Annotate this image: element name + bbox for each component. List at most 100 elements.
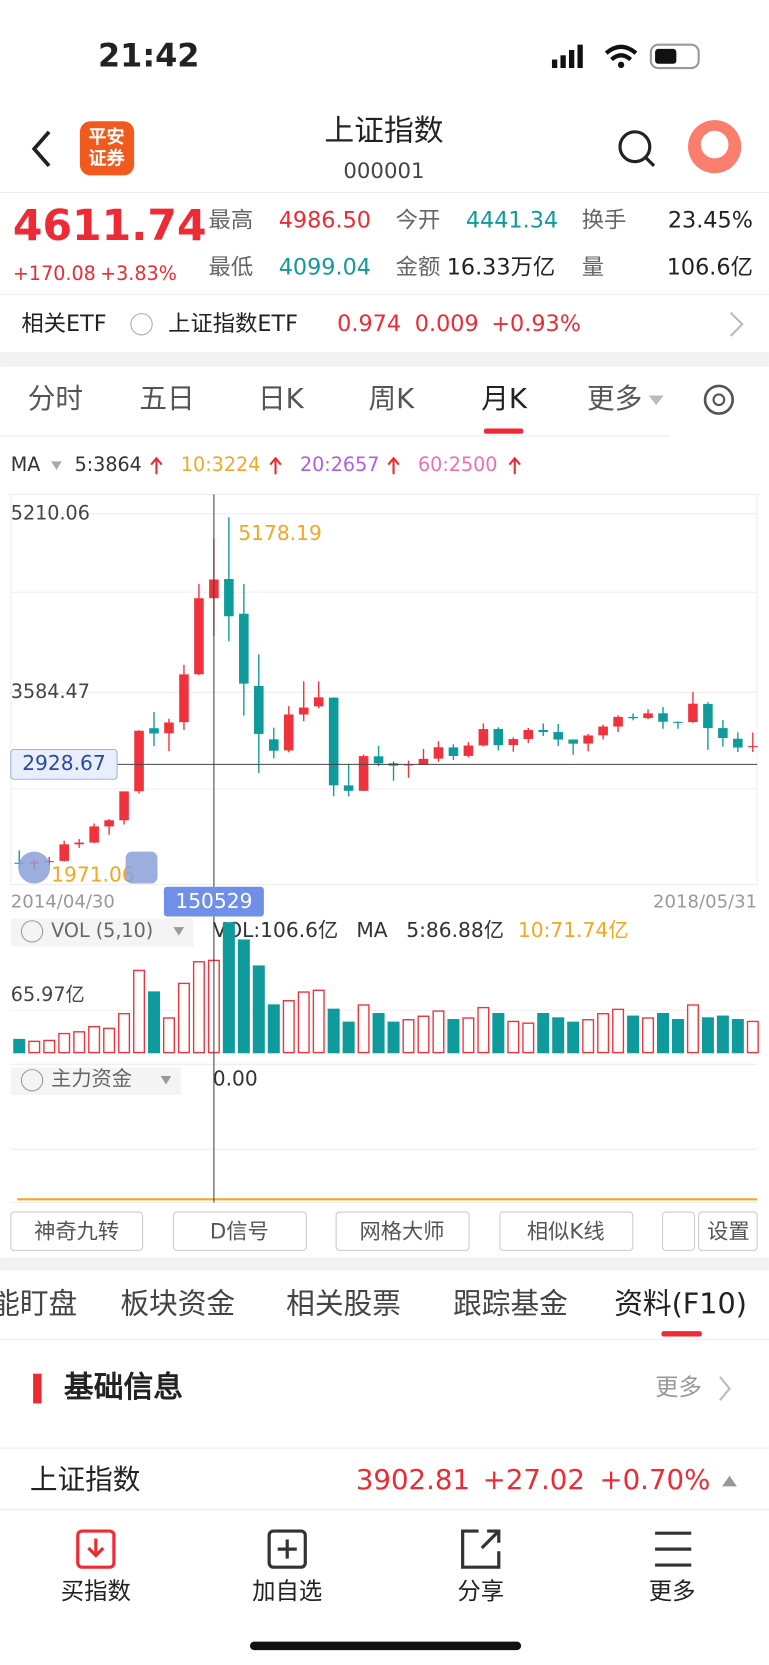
- settings[interactable]: [703, 384, 735, 415]
- vol-ma: 5:86.88亿: [406, 918, 504, 942]
- ma-label: 60:2500: [418, 453, 497, 476]
- back[interactable]: [31, 130, 51, 168]
- candle-body: [493, 728, 504, 746]
- candle-body: [328, 697, 339, 786]
- period-tab[interactable]: 五日: [139, 382, 194, 415]
- battery: [649, 43, 700, 70]
- field-label: 金额: [396, 254, 441, 280]
- pct: +3.83%: [100, 262, 177, 285]
- y-tick-label: 3584.47: [11, 680, 90, 703]
- section-tab[interactable]: 能盯盘: [0, 1287, 77, 1321]
- nav-item[interactable]: 更多: [649, 1577, 696, 1605]
- etf-price: 0.974: [337, 311, 401, 337]
- candle-body: [149, 728, 159, 734]
- period-tab[interactable]: 更多: [587, 382, 642, 415]
- y-tick-label: 5210.06: [11, 501, 90, 524]
- section-tab[interactable]: 资料(F10): [614, 1287, 747, 1321]
- candle-body: [134, 730, 144, 792]
- tool-button[interactable]: 神奇九转: [34, 1219, 119, 1244]
- candle-body: [463, 745, 474, 756]
- volume-bar: [522, 1022, 535, 1054]
- volume-bar: [148, 991, 161, 1054]
- vol-title[interactable]: VOL (5,10): [51, 919, 153, 942]
- volume-bar: [177, 982, 190, 1054]
- volume-bar: [372, 1012, 385, 1054]
- volume-bar: [222, 922, 235, 1054]
- change: +170.08: [13, 262, 96, 285]
- collapse-button[interactable]: [18, 851, 51, 884]
- tool-button[interactable]: 设置: [707, 1219, 750, 1244]
- nav-item[interactable]: 分享: [457, 1577, 504, 1605]
- low-label: 1971.06: [51, 862, 134, 886]
- row-change: +27.02: [483, 1463, 585, 1496]
- candle-body: [448, 747, 459, 756]
- nav-item[interactable]: 加自选: [252, 1577, 322, 1605]
- tool-button[interactable]: 网格大师: [360, 1219, 445, 1244]
- candle-body: [283, 714, 294, 751]
- candle-body: [598, 726, 608, 736]
- crosshair-date: 150529: [175, 889, 252, 913]
- nav-item[interactable]: 买指数: [61, 1577, 131, 1605]
- candle-body: [523, 729, 534, 739]
- field-label: 今开: [396, 208, 441, 234]
- volume-bar: [492, 1012, 505, 1054]
- candle-body: [313, 697, 324, 707]
- volume-bar: [627, 1015, 640, 1054]
- section-tab[interactable]: 跟踪基金: [453, 1287, 568, 1321]
- volume-bar: [162, 1017, 175, 1054]
- search[interactable]: [618, 130, 652, 164]
- field-value: 4099.04: [279, 254, 371, 280]
- etf-label: 相关ETF: [21, 311, 106, 337]
- price: 4611.74: [13, 202, 207, 251]
- candle-body: [298, 707, 309, 715]
- volume-bar: [133, 969, 146, 1054]
- info-more[interactable]: 更多: [655, 1373, 702, 1401]
- period-tab[interactable]: 月K: [481, 382, 528, 415]
- logo-text: 平安: [88, 126, 124, 148]
- volume-bar: [447, 1019, 460, 1054]
- candle-body: [673, 721, 683, 723]
- start-date: 2014/04/30: [11, 892, 115, 913]
- candle-body: [89, 826, 99, 843]
- field-label: 最高: [209, 208, 254, 234]
- etf-change: 0.009: [415, 311, 479, 337]
- candle-body: [643, 713, 653, 719]
- candle-body: [433, 747, 444, 759]
- y-tick-label: 65.97亿: [11, 983, 85, 1006]
- candle-body: [373, 756, 384, 764]
- code: 000001: [343, 159, 424, 184]
- candle-body: [508, 739, 519, 746]
- home-indicator: [250, 1641, 522, 1651]
- candle-body: [358, 756, 369, 791]
- volume-bar: [402, 1019, 415, 1054]
- volume-bar: [312, 989, 325, 1054]
- volume-bar: [656, 1012, 670, 1054]
- period-tab[interactable]: 日K: [258, 382, 305, 415]
- candle-body: [239, 613, 249, 684]
- tool-button[interactable]: D信号: [210, 1219, 269, 1244]
- ma-label: MA: [11, 453, 41, 476]
- volume-bar: [342, 1021, 355, 1054]
- candle-body: [538, 729, 549, 733]
- volume-bar: [552, 1017, 565, 1054]
- section-tab[interactable]: 相关股票: [286, 1287, 401, 1321]
- period-tab[interactable]: 周K: [369, 382, 416, 415]
- section-tab[interactable]: 板块资金: [120, 1287, 235, 1321]
- volume-bar: [731, 1019, 744, 1054]
- tool-button[interactable]: 相似K线: [527, 1219, 605, 1244]
- field-label: 量: [582, 254, 604, 280]
- volume-bar: [642, 1017, 655, 1054]
- candle-body: [418, 758, 429, 765]
- candle-body: [628, 716, 638, 719]
- period-tab[interactable]: 分时: [28, 382, 83, 415]
- end-date: 2018/05/31: [653, 892, 757, 913]
- volume-bar: [477, 1006, 490, 1054]
- etf-name[interactable]: 上证指数ETF: [168, 311, 298, 337]
- fund-title[interactable]: 主力资金: [51, 1067, 132, 1091]
- candle-body: [583, 735, 593, 744]
- volume-bar: [582, 1019, 595, 1054]
- candle-body: [703, 704, 713, 729]
- volume-bar: [267, 1004, 280, 1054]
